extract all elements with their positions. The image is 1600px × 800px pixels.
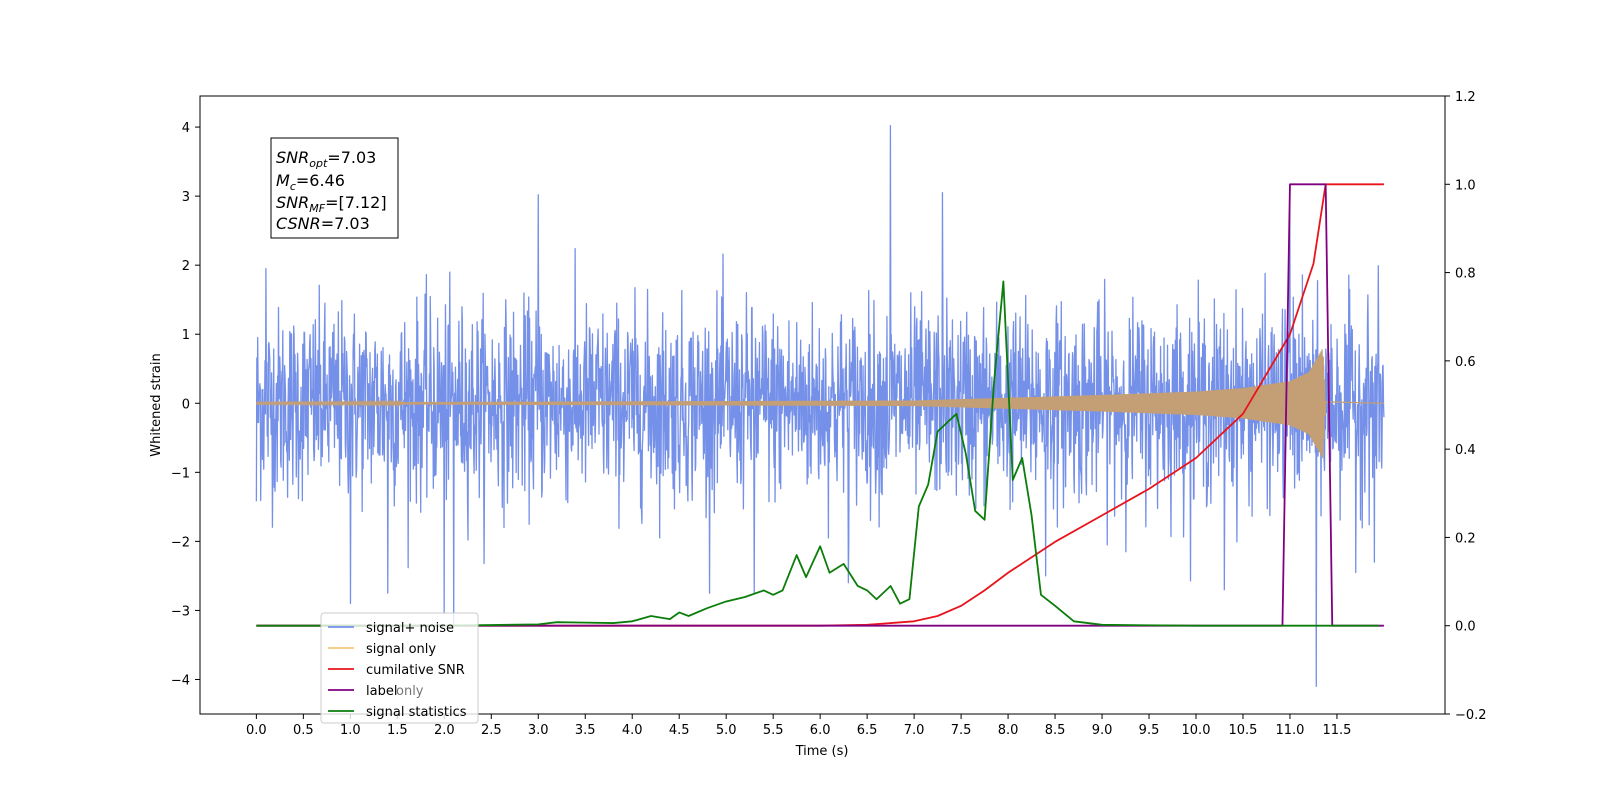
- y2-tick-label: −0.2: [1455, 708, 1487, 723]
- y-tick-label: 2: [182, 259, 190, 274]
- x-tick-label: 9.0: [1092, 723, 1113, 738]
- legend-label: cumilative SNR: [366, 663, 465, 678]
- y-axis-left: 4 3 2 1 0 −1 −2 −3 −4: [171, 121, 200, 688]
- legend: signal+ noise signal only cumilative SNR la…: [320, 612, 479, 724]
- x-tick-label: 0.0: [246, 723, 267, 738]
- x-tick-label: 4.0: [622, 723, 643, 738]
- y-axis-title: Whitened strain: [149, 353, 164, 456]
- y2-tick-label: 0.0: [1455, 620, 1476, 635]
- x-tick-label: 7.0: [904, 723, 925, 738]
- x-tick-label: 1.5: [387, 723, 408, 738]
- y-tick-label: 1: [182, 328, 190, 343]
- x-tick-label: 2.5: [481, 723, 502, 738]
- y-tick-label: 3: [182, 190, 190, 205]
- x-tick-label: 3.0: [528, 723, 549, 738]
- series-signal-noise: [255, 125, 1385, 688]
- y-tick-label: −3: [171, 604, 190, 619]
- legend-label: signal+ noise: [366, 621, 454, 636]
- x-tick-label: 6.0: [810, 723, 831, 738]
- x-tick-label: 6.5: [857, 723, 878, 738]
- legend-label: signal statistics: [366, 705, 467, 720]
- x-tick-label: 3.5: [575, 723, 596, 738]
- annotation-box: SNRopt=7.03 Mc=6.46 SNRMF=[7.12] CSNR=7.…: [270, 137, 399, 239]
- y-tick-label: 4: [182, 121, 190, 136]
- y2-tick-label: 0.2: [1455, 531, 1476, 546]
- x-tick-label: 7.5: [951, 723, 972, 738]
- y-axis-right: 1.2 1.0 0.8 0.6 0.4 0.2 0.0 −0.2: [1445, 90, 1487, 723]
- x-tick-label: 11.5: [1322, 723, 1351, 738]
- y-tick-label: −2: [171, 535, 190, 550]
- x-tick-label: 9.5: [1139, 723, 1160, 738]
- annotation-csnr: CSNR=7.03: [276, 214, 370, 233]
- series-signal-only: [255, 349, 1384, 459]
- x-tick-label: 2.0: [434, 723, 455, 738]
- legend-label: signal only: [366, 642, 436, 657]
- annotation-snr-opt: SNRopt=7.03: [276, 148, 376, 170]
- x-tick-label: 10.0: [1182, 723, 1211, 738]
- y2-tick-label: 0.4: [1455, 443, 1476, 458]
- y2-tick-label: 1.0: [1455, 178, 1476, 193]
- plot-frame: [199, 95, 1446, 715]
- x-tick-label: 8.5: [1045, 723, 1066, 738]
- legend-hidden-entry: only: [396, 684, 424, 699]
- y2-tick-label: 1.2: [1455, 90, 1476, 105]
- annotation-mc: Mc=6.46: [276, 171, 345, 193]
- legend-label: label: [366, 684, 397, 699]
- x-tick-label: 4.5: [669, 723, 690, 738]
- x-tick-label: 5.0: [716, 723, 737, 738]
- x-tick-label: 1.0: [340, 723, 361, 738]
- x-tick-label: 5.5: [763, 723, 784, 738]
- x-axis-title: Time (s): [795, 744, 849, 759]
- y2-tick-label: 0.8: [1455, 267, 1476, 282]
- annotation-snr-mf: SNRMF=[7.12]: [276, 193, 387, 215]
- series-signal-statistics: [256, 280, 1380, 627]
- y-tick-label: −1: [171, 466, 190, 481]
- y2-tick-label: 0.6: [1455, 355, 1476, 370]
- y-tick-label: −4: [171, 673, 190, 688]
- x-tick-label: 8.0: [998, 723, 1019, 738]
- x-tick-label: 0.5: [293, 723, 314, 738]
- y-tick-label: 0: [182, 397, 190, 412]
- x-tick-label: 10.5: [1229, 723, 1258, 738]
- x-tick-label: 11.0: [1275, 723, 1304, 738]
- x-axis: 0.0 0.5 1.0 1.5 2.0 2.5 3.0 3.5 4.0 4.5 5.0 5.5 6.0 6…: [246, 714, 1351, 738]
